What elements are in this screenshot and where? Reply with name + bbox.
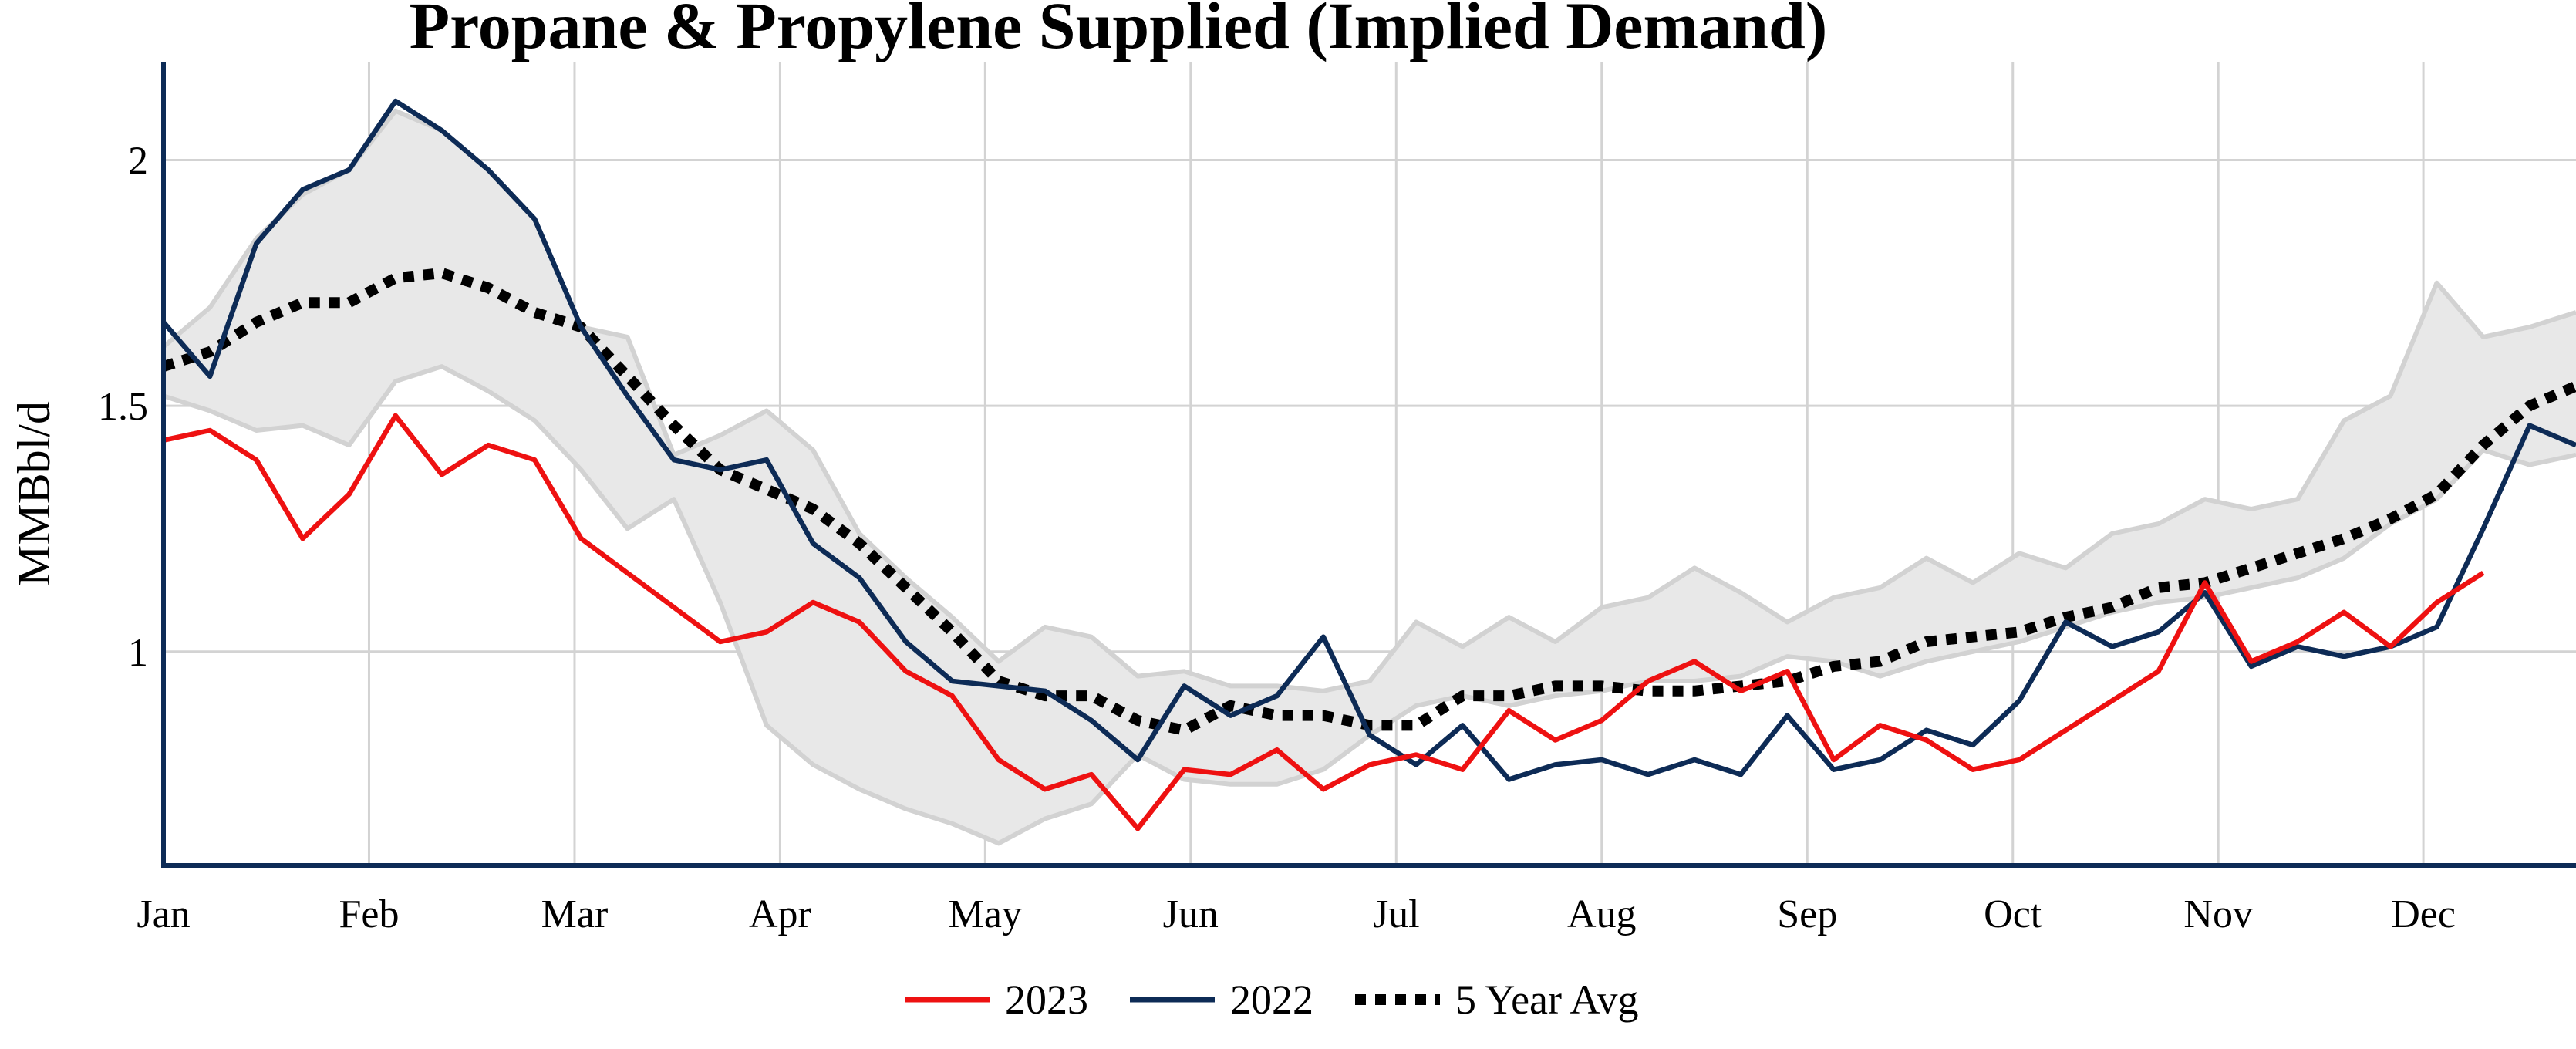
y-tick-label-2: 2 [128, 139, 148, 183]
x-tick-label-sep: Sep [1777, 892, 1837, 936]
x-tick-label-jul: Jul [1373, 892, 1420, 936]
legend-item-2022: 2022 [1130, 976, 1313, 1023]
x-tick-label-jan: Jan [137, 892, 190, 936]
legend-label-2022: 2022 [1230, 976, 1313, 1023]
x-tick-label-may: May [949, 892, 1022, 936]
legend: 2023 2022 5 Year Avg [905, 976, 1639, 1023]
x-tick-label-feb: Feb [339, 892, 399, 936]
legend-item-5-year-avg: 5 Year Avg [1355, 976, 1639, 1023]
series-line-2023 [163, 413, 2485, 831]
tick-labels: Jan Feb Mar Apr May Jun Jul Aug Sep Oct Nov Dec 1 1.5… [98, 139, 2456, 936]
x-tick-label-mar: Mar [541, 892, 609, 936]
grid [164, 62, 2576, 865]
legend-label-2023: 2023 [1005, 976, 1088, 1023]
series-lines [161, 98, 2576, 831]
series-line-2022 [161, 98, 2576, 782]
range-band-area [164, 110, 2576, 844]
x-tick-label-oct: Oct [1984, 892, 2042, 936]
x-tick-label-nov: Nov [2183, 892, 2253, 936]
y-axis-label: MMBbl/d [8, 401, 59, 586]
x-tick-label-apr: Apr [749, 892, 811, 936]
x-tick-label-dec: Dec [2391, 892, 2456, 936]
y-tick-label-1-5: 1.5 [98, 385, 148, 429]
legend-label-5-year-avg: 5 Year Avg [1455, 976, 1639, 1023]
x-tick-label-aug: Aug [1567, 892, 1637, 936]
y-tick-label-1: 1 [128, 631, 148, 675]
chart-title: Propane & Propylene Supplied (Implied De… [410, 0, 1828, 62]
axes [161, 62, 2576, 868]
legend-item-2023: 2023 [905, 976, 1088, 1023]
x-tick-label-jun: Jun [1163, 892, 1219, 936]
series-line-5-year-avg [161, 268, 2576, 736]
